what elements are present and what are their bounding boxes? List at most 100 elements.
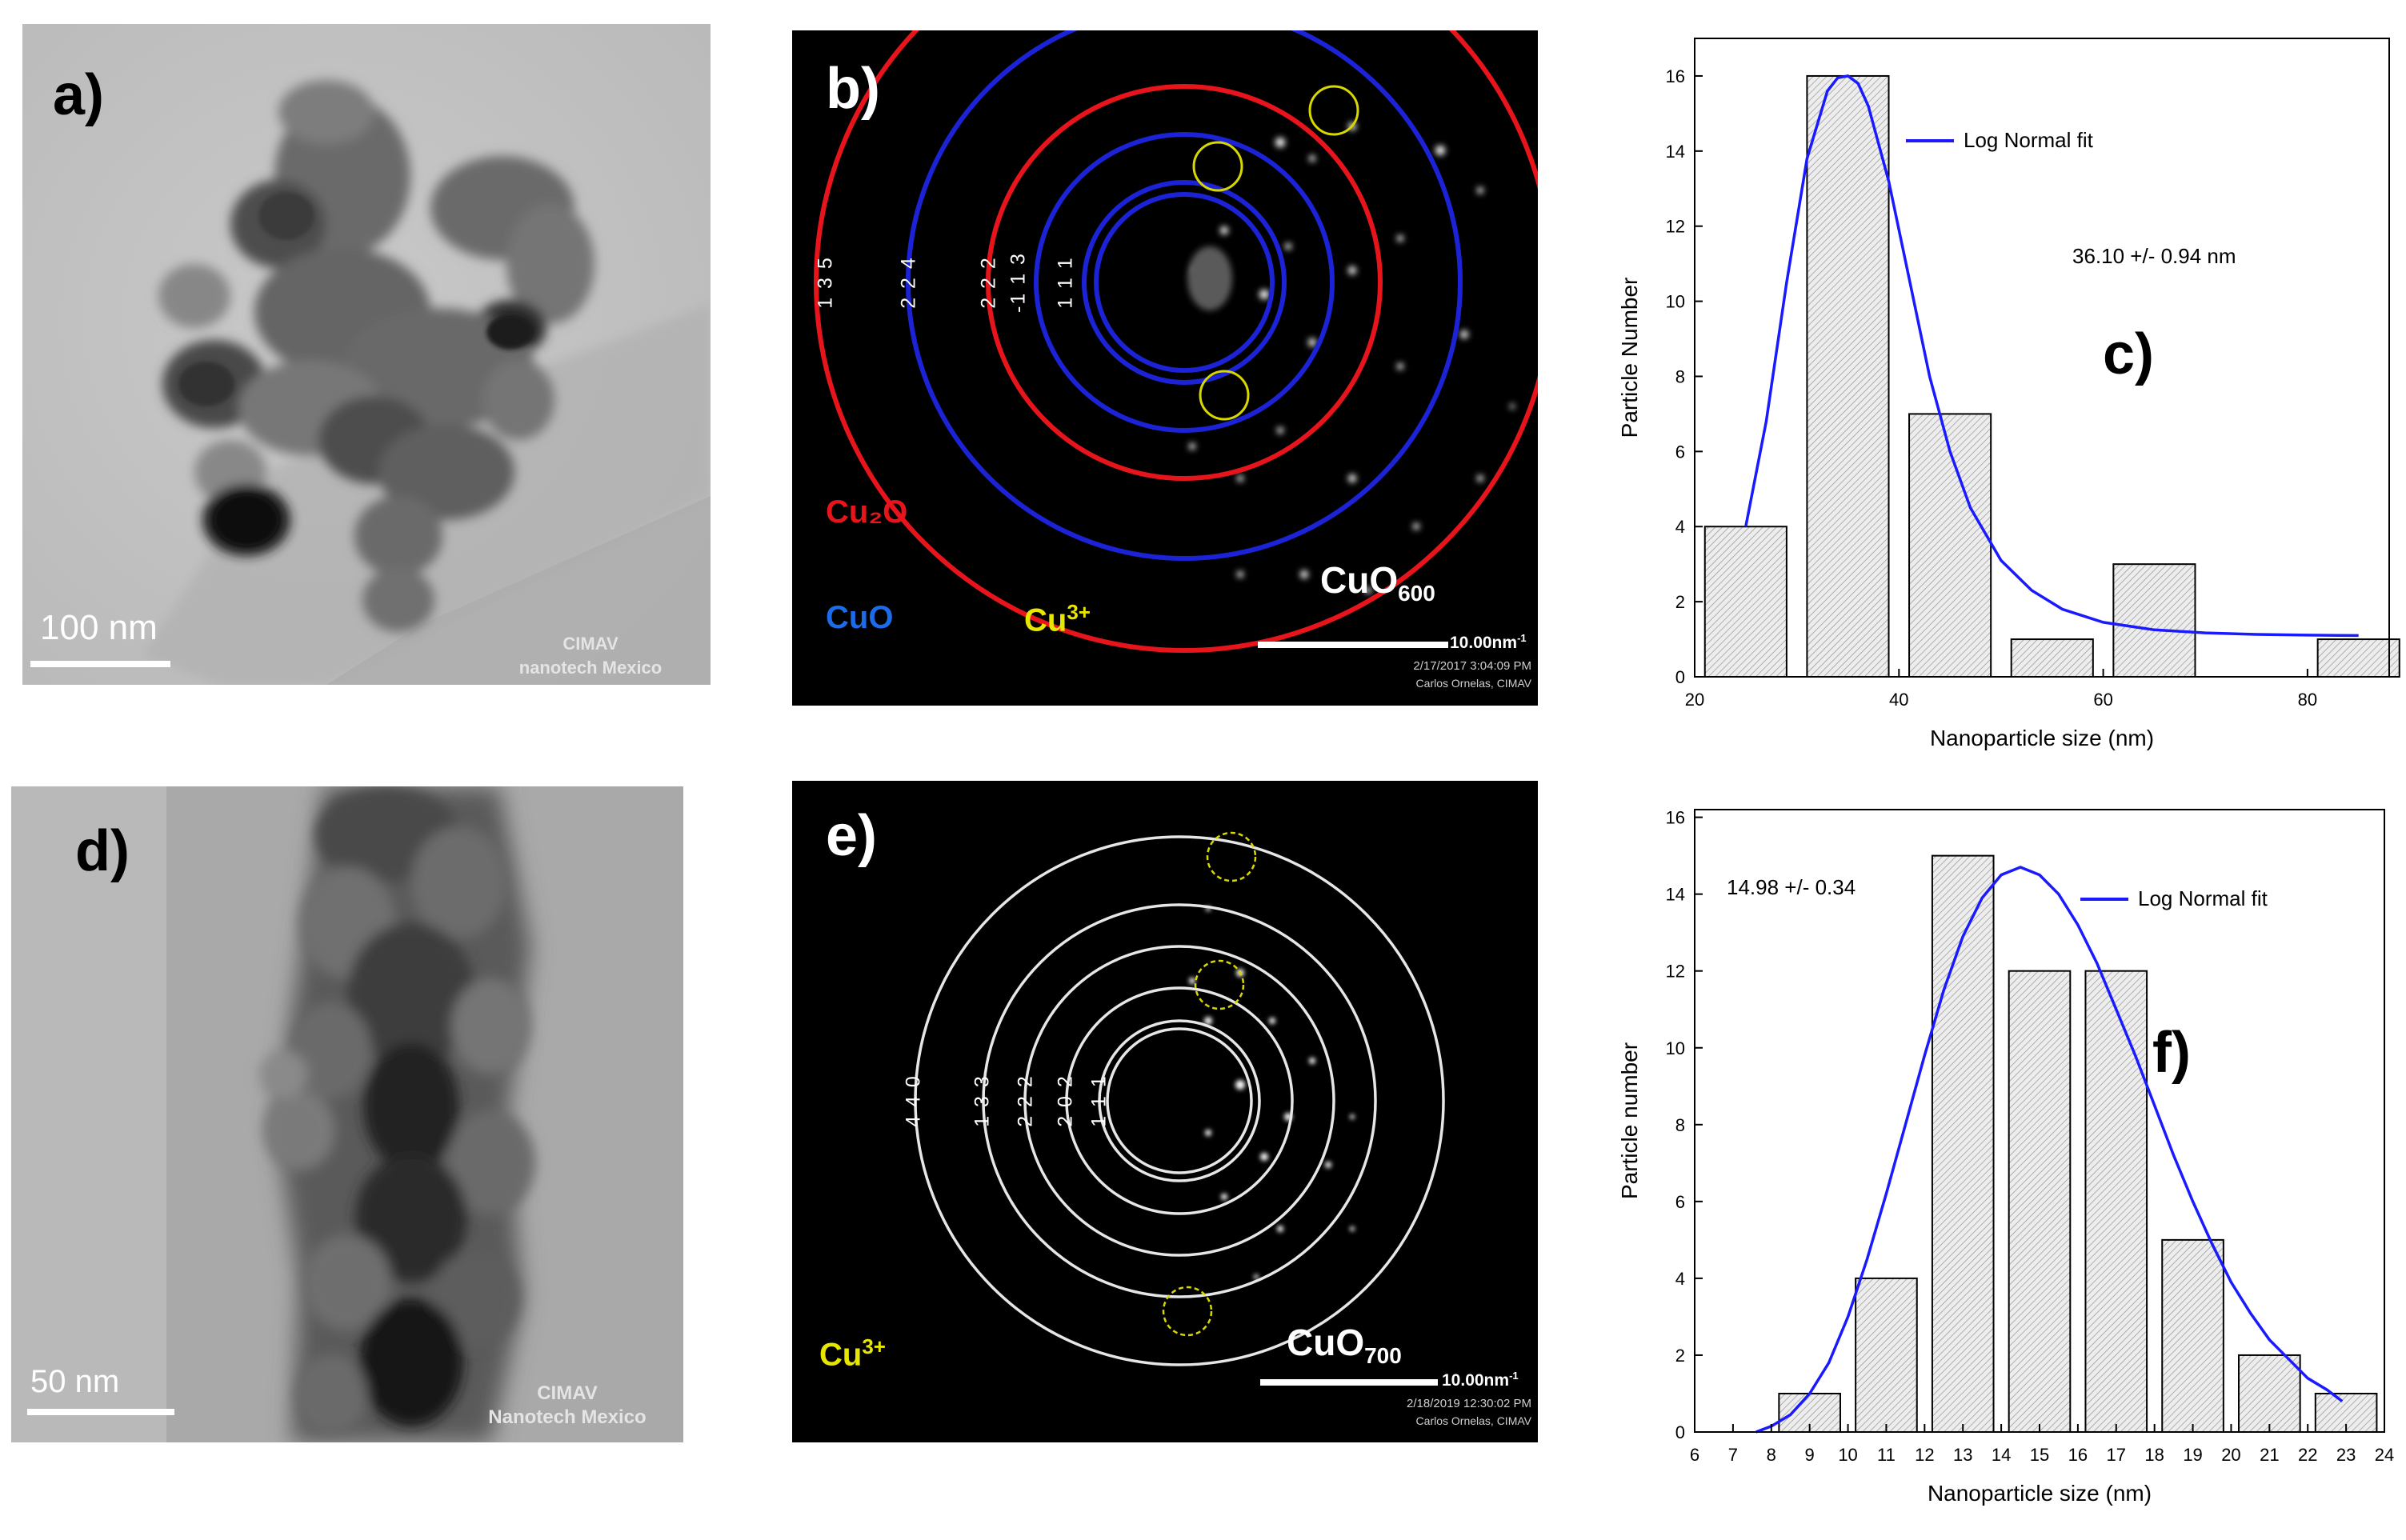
chart-f-xtick-label: 10 (1838, 1445, 1857, 1465)
chart-c-ytick-label: 14 (1666, 142, 1685, 162)
chart-c-axes-frame (1694, 38, 2390, 678)
ring-index-e-1: 4 4 0 (902, 1074, 925, 1127)
timestamp-e: 2/18/2019 12:30:02 PM (1407, 1397, 1531, 1410)
chart-f-xtick-label: 23 (2336, 1445, 2356, 1465)
chart-f-xtick-label: 16 (2068, 1445, 2088, 1465)
scale-bar-a (30, 661, 170, 667)
chart-f-ytick-label: 8 (1675, 1115, 1685, 1135)
chart-f-xtick-label: 19 (2183, 1445, 2202, 1465)
chart-f-xtick-label: 9 (1805, 1445, 1815, 1465)
instrument-e: Carlos Ornelas, CIMAV (1415, 1414, 1531, 1427)
scale-bar-label-b: 10.00nm-1 (1450, 632, 1527, 653)
chart-f-xtick-label: 6 (1690, 1445, 1699, 1465)
chart-f-xtick-label: 13 (1953, 1445, 1972, 1465)
chart-f-xtick-label: 24 (2375, 1445, 2394, 1465)
scale-bar-d (27, 1409, 174, 1415)
scale-bar-label-e: 10.00nm-1 (1442, 1370, 1519, 1390)
chart-c-ytick-label: 4 (1675, 517, 1685, 537)
ring-index-b-4: -1 1 3 (1007, 252, 1030, 313)
chart-f-xtick-label: 12 (1915, 1445, 1934, 1465)
sample-label-e-text: CuO (1287, 1322, 1365, 1363)
legend-cu3-b: Cu3+ (1024, 600, 1091, 638)
chart-c-xtick-label: 60 (2093, 690, 2112, 710)
chart-f-ytick-label: 6 (1675, 1192, 1685, 1212)
ring-index-e-4: 2 0 2 (1054, 1074, 1077, 1127)
chart-c-xaxis-label: Nanoparticle size (nm) (1930, 726, 2154, 750)
sample-label-b: CuO600 (1320, 558, 1435, 606)
watermark-d: CIMAV Nanotech Mexico (459, 1382, 675, 1430)
chart-c-bar-1 (1806, 74, 1890, 678)
chart-c-bar-4 (2112, 563, 2196, 678)
scale-bar-label-b-text: 10.00nm (1450, 634, 1518, 652)
chart-f-ytick-label: 14 (1666, 885, 1685, 905)
chart-f-bar-4 (2084, 970, 2148, 1434)
chart-c-bar-3 (2010, 638, 2094, 678)
scale-bar-label-b-sup: -1 (1517, 632, 1527, 644)
chart-c-ytick-label: 2 (1675, 592, 1685, 612)
tem-micrograph-a (22, 24, 711, 685)
legend-cu3-e-sup: 3+ (862, 1334, 886, 1358)
chart-c-ytick-label: 6 (1675, 442, 1685, 462)
watermark-a: CIMAV nanotech Mexico (486, 632, 695, 680)
chart-c-xtick-label: 80 (2298, 690, 2317, 710)
watermark-a-line1: CIMAV (562, 634, 619, 654)
annotation-f: 14.98 +/- 0.34 (1727, 875, 1856, 899)
chart-c-yaxis-label: Particle Number (1617, 278, 1642, 438)
chart-f-ytick-label: 2 (1675, 1346, 1685, 1366)
chart-f-xtick-label: 15 (2030, 1445, 2049, 1465)
chart-c-fit-curve (1744, 74, 2359, 638)
legend-cu3-e: Cu3+ (819, 1334, 886, 1373)
legend-cu2o: Cu₂O (826, 494, 908, 530)
cu2o-rings (814, 30, 1538, 653)
chart-f-xtick-label: 14 (1992, 1445, 2011, 1465)
legend-cu3-e-text: Cu (819, 1337, 863, 1373)
panel-label-a: a) (53, 63, 105, 127)
chart-f-xtick-label: 17 (2107, 1445, 2126, 1465)
ring-index-e-5: 1 1 1 (1087, 1074, 1111, 1127)
chart-f-xtick-label: 22 (2298, 1445, 2317, 1465)
sample-label-e-sub: 700 (1364, 1343, 1402, 1369)
panel-label-d: d) (75, 819, 130, 883)
chart-f-xtick-label: 7 (1728, 1445, 1738, 1465)
fit-legend-c-line (1906, 138, 1954, 142)
watermark-d-line2: Nanotech Mexico (488, 1406, 647, 1428)
scale-bar-b (1258, 642, 1448, 648)
chart-c-ytick-label: 12 (1666, 217, 1685, 237)
ring-index-e-3: 2 2 2 (1014, 1074, 1037, 1127)
chart-c-ytick-label: 8 (1675, 366, 1685, 386)
ring-index-b-5: 1 1 1 (1054, 256, 1077, 309)
cu3-markers-e (1162, 831, 1257, 1337)
cu3-markers-b (1192, 85, 1359, 421)
sample-label-b-sub: 600 (1398, 581, 1435, 606)
chart-f-xaxis-label: Nanoparticle size (nm) (1928, 1481, 2152, 1506)
legend-cu3-b-sup: 3+ (1067, 600, 1091, 624)
tem-micrograph-d (11, 786, 683, 1442)
scale-bar-label-e-sup: -1 (1509, 1370, 1519, 1382)
fit-legend-c: Log Normal fit (1906, 128, 2093, 153)
panel-label-f: f) (2152, 1021, 2191, 1085)
scale-bar-label-a: 100 nm (40, 608, 158, 647)
chart-f-bar-1 (1855, 1277, 1918, 1434)
scale-bar-e (1260, 1379, 1438, 1386)
timestamp-b: 2/17/2017 3:04:09 PM (1413, 659, 1531, 673)
chart-c-bar-2 (1908, 413, 1992, 678)
chart-f-bar-2 (1931, 854, 1995, 1433)
chart-f-bar-6 (2238, 1354, 2301, 1434)
ring-index-b-2: 2 2 4 (897, 256, 920, 309)
chart-c-bar-0 (1703, 526, 1787, 678)
fit-legend-f-line (2080, 897, 2128, 901)
scale-bar-label-e-text: 10.00nm (1442, 1371, 1510, 1390)
tem-image-d: d) 50 nm CIMAV Nanotech Mexico (11, 786, 683, 1442)
chart-c-ytick-label: 16 (1666, 66, 1685, 86)
legend-cu3-b-text: Cu (1024, 602, 1067, 638)
fit-legend-c-label: Log Normal fit (1964, 128, 2093, 152)
chart-f-ytick-label: 16 (1666, 808, 1685, 828)
chart-c-ytick-label: 10 (1666, 292, 1685, 312)
chart-f-xtick-label: 21 (2260, 1445, 2279, 1465)
sample-label-b-text: CuO (1320, 559, 1399, 601)
chart-f-yaxis-label: Particle number (1617, 1042, 1642, 1199)
chart-f-xtick-label: 20 (2221, 1445, 2240, 1465)
chart-c-ytick-label: 0 (1675, 667, 1685, 687)
sample-label-e: CuO700 (1287, 1321, 1402, 1369)
saed-rings-b (814, 30, 1538, 653)
